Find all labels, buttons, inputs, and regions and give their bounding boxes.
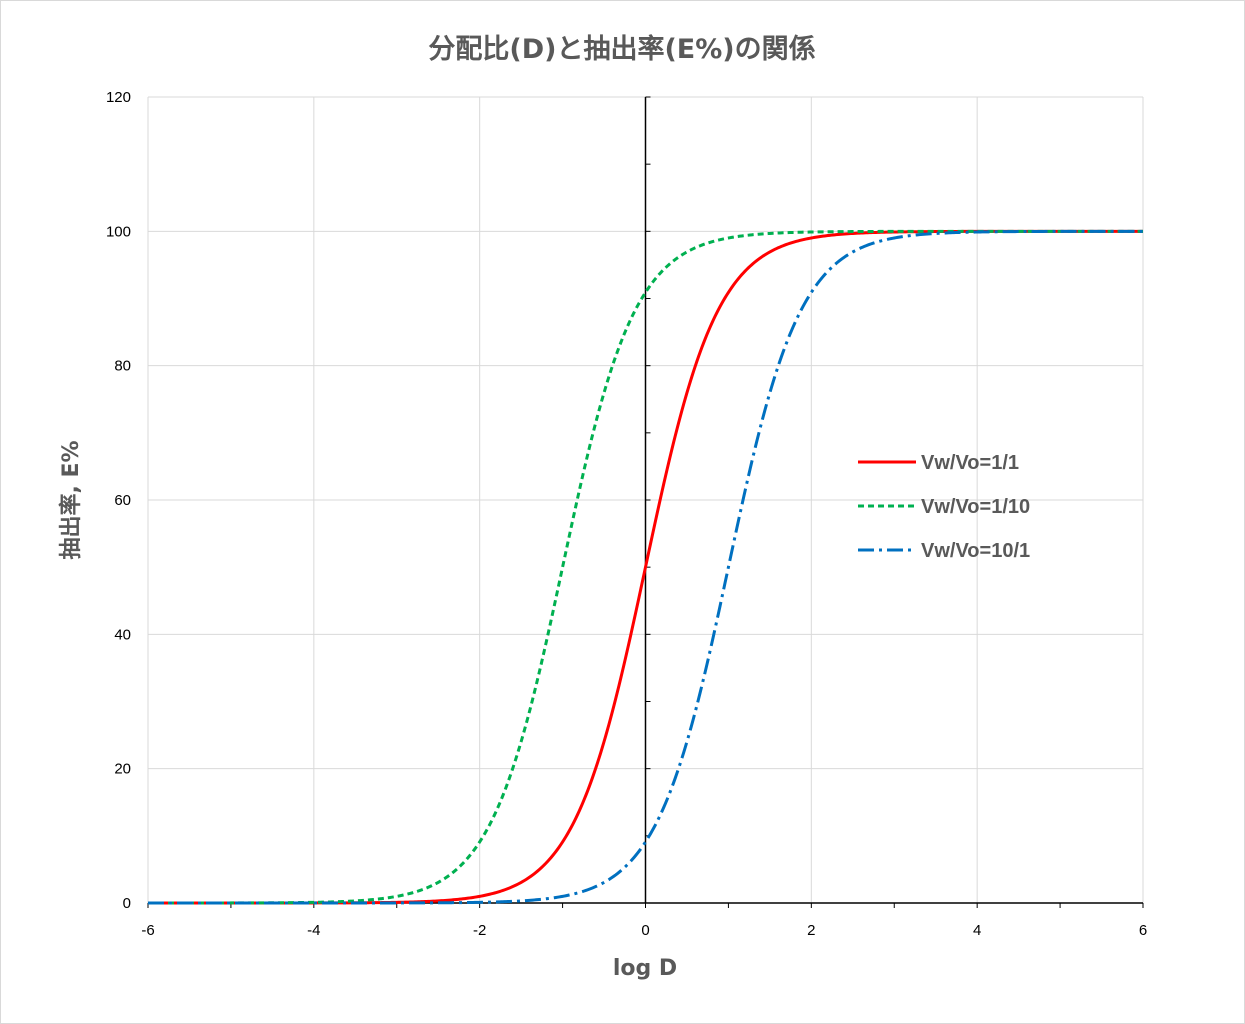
y-tick-label: 20 bbox=[114, 761, 131, 778]
legend-label-1: Vw/Vo=1/1 bbox=[921, 452, 1019, 474]
series-line-2 bbox=[148, 229, 1143, 905]
chart-title: 分配比(D)と抽出率(E%)の関係 bbox=[428, 33, 815, 65]
legend-label-2: Vw/Vo=1/10 bbox=[921, 496, 1030, 518]
y-tick-label: 40 bbox=[114, 626, 131, 643]
series-line-3 bbox=[148, 229, 1143, 905]
x-tick-label: -2 bbox=[473, 922, 486, 939]
x-tick-label: 4 bbox=[973, 922, 981, 939]
y-axis-title: 抽出率, E% bbox=[58, 440, 84, 559]
y-tick-label: 60 bbox=[114, 492, 131, 509]
legend-label-3: Vw/Vo=10/1 bbox=[921, 540, 1030, 562]
legend: Vw/Vo=1/1 Vw/Vo=1/10 Vw/Vo=10/1 bbox=[858, 452, 1030, 562]
y-tick-label: 120 bbox=[106, 89, 131, 106]
y-tick-label: 80 bbox=[114, 358, 131, 375]
series-lines bbox=[148, 229, 1143, 905]
y-tick-label: 100 bbox=[106, 223, 131, 240]
x-tick-label: -6 bbox=[141, 922, 154, 939]
y-tick-label: 0 bbox=[123, 895, 131, 912]
x-tick-label: -4 bbox=[307, 922, 320, 939]
x-tick-label: 0 bbox=[641, 922, 649, 939]
x-tick-label: 6 bbox=[1139, 922, 1147, 939]
x-axis-title: log D bbox=[613, 956, 677, 981]
x-tick-label: 2 bbox=[807, 922, 815, 939]
